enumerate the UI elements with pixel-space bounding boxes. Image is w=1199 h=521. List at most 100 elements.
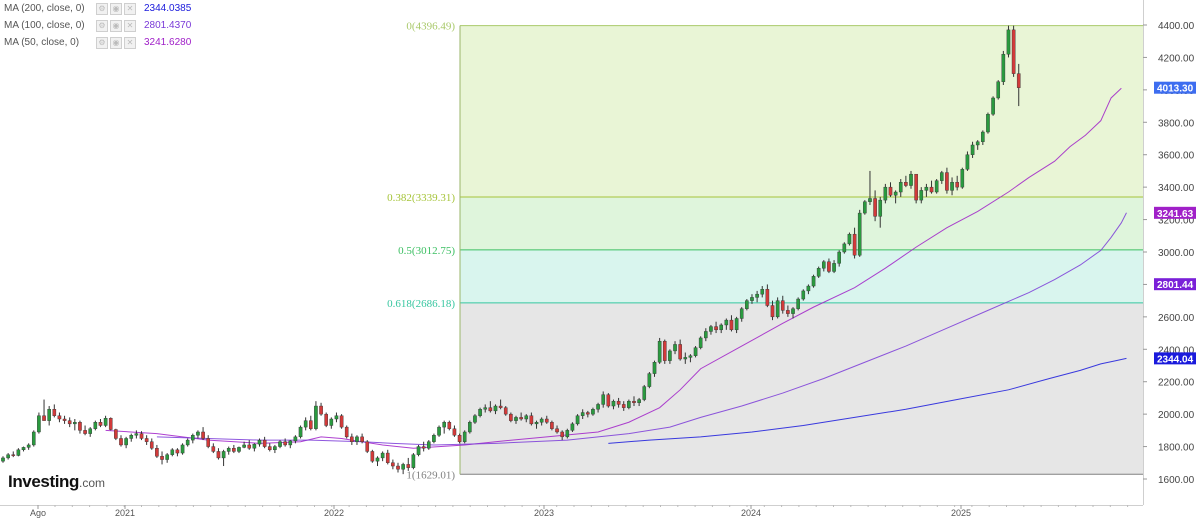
candle-up [191,435,195,441]
settings-icon[interactable]: ⚙ [96,2,108,15]
candle-up [919,190,924,201]
candle-up [591,409,595,415]
candle-down [391,462,395,467]
candle-down [232,447,236,452]
candle-down [457,435,462,442]
candle-up [673,344,677,352]
visibility-icon[interactable]: ◉ [110,19,122,32]
candle-up [868,198,872,202]
candle-down [560,431,564,438]
y-tick-label: 3800.00 [1158,118,1195,129]
candle-down [586,412,590,415]
candle-up [878,199,883,217]
candle-down [780,300,785,311]
candle-up [514,417,518,421]
legend-value: 2344.0385 [144,3,192,14]
candle-down [206,438,211,447]
candle-up [837,251,841,264]
candle-up [924,186,929,191]
candle-up [524,415,529,420]
candle-up [909,173,913,186]
candle-down [396,465,400,470]
candle-up [847,233,852,245]
y-tick-label: 2000.00 [1158,410,1195,421]
candle-up [647,373,652,387]
candle-up [939,172,944,181]
candle-up [693,347,698,356]
candle-up [16,449,21,456]
fib-zone [460,302,1143,475]
candle-up [196,431,200,436]
ma-line [105,87,1122,449]
candle-down [201,431,205,439]
candle-down [488,407,493,412]
candle-down [555,428,559,433]
candle-down [616,400,621,405]
candle-up [565,430,570,438]
candle-up [293,436,298,442]
candle-down [888,186,893,196]
candle-down [447,422,452,429]
candle-up [934,180,939,193]
candle-up [31,431,36,446]
close-icon[interactable]: ✕ [124,2,136,15]
candle-up [6,454,10,459]
candle-down [662,340,667,361]
candle-up [698,337,703,348]
candle-up [960,169,965,188]
candle-up [950,182,954,191]
price-tag-label: 4013.30 [1157,84,1194,95]
settings-icon[interactable]: ⚙ [96,36,108,49]
candle-up [709,326,713,332]
settings-icon[interactable]: ⚙ [96,19,108,32]
candle-up [739,308,744,319]
candle-down [519,417,523,420]
candle-up [811,276,816,287]
legend-label: MA (100, close, 0) [4,20,85,31]
candle-down [786,310,790,314]
y-tick-label: 4200.00 [1158,53,1195,64]
candle-up [750,297,754,301]
candle-up [893,191,898,196]
fib-zone [460,196,1143,250]
y-tick-label: 2200.00 [1158,378,1195,389]
candle-up [965,154,970,170]
candle-up [129,435,134,439]
candle-down [216,451,221,459]
candle-down [406,464,411,468]
candle-down [955,182,959,188]
candle-up [124,438,128,446]
candle-up [437,426,441,436]
close-icon[interactable]: ✕ [124,36,136,49]
candle-up [996,81,1001,99]
candle-up [611,400,616,407]
price-tag-label: 3241.63 [1157,209,1194,220]
candle-down [149,441,154,449]
visibility-icon[interactable]: ◉ [110,2,122,15]
y-tick-label: 4400.00 [1158,21,1195,32]
candle-up [93,422,98,429]
candle-down [1016,73,1021,88]
candle-down [632,400,636,403]
candle-down [350,436,354,442]
candle-down [529,415,534,425]
candle-up [73,422,77,425]
close-icon[interactable]: ✕ [124,19,136,32]
candle-down [914,173,918,201]
y-tick-label: 3600.00 [1158,151,1195,162]
y-tick-label: 3000.00 [1158,248,1195,259]
candle-up [26,444,31,448]
candle-up [539,418,544,423]
candle-up [237,447,241,452]
visibility-icon[interactable]: ◉ [110,36,122,49]
candle-up [468,422,472,433]
candle-down [57,415,62,420]
candle-up [273,446,277,451]
legend-row-ma100: MA (100, close, 0) ⚙ ◉ ✕ 2801.4370 [4,17,191,34]
legend-row-ma200: MA (200, close, 0) ⚙ ◉ ✕ 2344.0385 [4,0,191,17]
candle-up [165,454,169,460]
candle-up [185,439,190,446]
candle-up [375,457,380,462]
price-tag [1154,278,1196,291]
